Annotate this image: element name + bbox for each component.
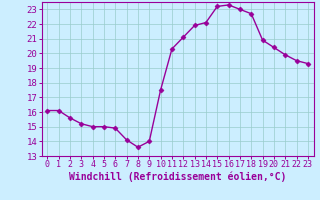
X-axis label: Windchill (Refroidissement éolien,°C): Windchill (Refroidissement éolien,°C)	[69, 172, 286, 182]
